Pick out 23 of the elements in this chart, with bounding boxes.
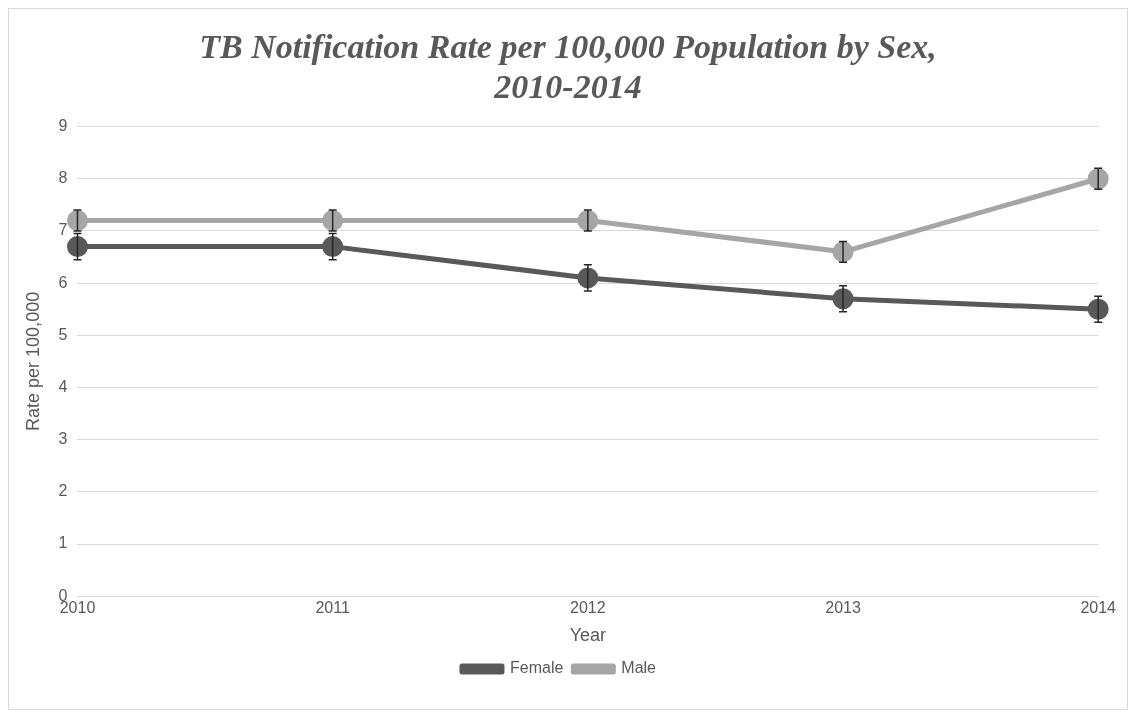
legend-label: Male [621, 659, 657, 677]
legend-label: Female [509, 659, 564, 677]
y-tick-label: 3 [58, 430, 68, 448]
y-tick-label: 1 [58, 534, 68, 552]
y-tick-label: 9 [58, 117, 68, 135]
point [322, 236, 344, 258]
point [322, 210, 344, 232]
y-tick-label: 7 [58, 221, 68, 239]
y-tick-label: 4 [58, 377, 68, 395]
chart-title: TB Notification Rate per 100,000 Population by Sex, 2010-2014 [198, 27, 938, 107]
x-axis-title: Year [569, 625, 607, 646]
point [67, 236, 88, 258]
x-tick-label: 2013 [825, 599, 861, 617]
x-tick-label: 2010 [59, 599, 96, 617]
x-tick-label: 2012 [570, 599, 606, 617]
x-tick-label: 2011 [315, 599, 350, 617]
point [67, 210, 88, 232]
x-tick-label: 2014 [1080, 599, 1117, 617]
y-tick-label: 2 [58, 482, 68, 500]
y-tick-label: 6 [58, 273, 68, 291]
y-tick-label: 8 [58, 169, 68, 187]
y-axis-title: Rate per 100,000 [22, 291, 43, 431]
y-tick-label: 5 [58, 325, 68, 343]
